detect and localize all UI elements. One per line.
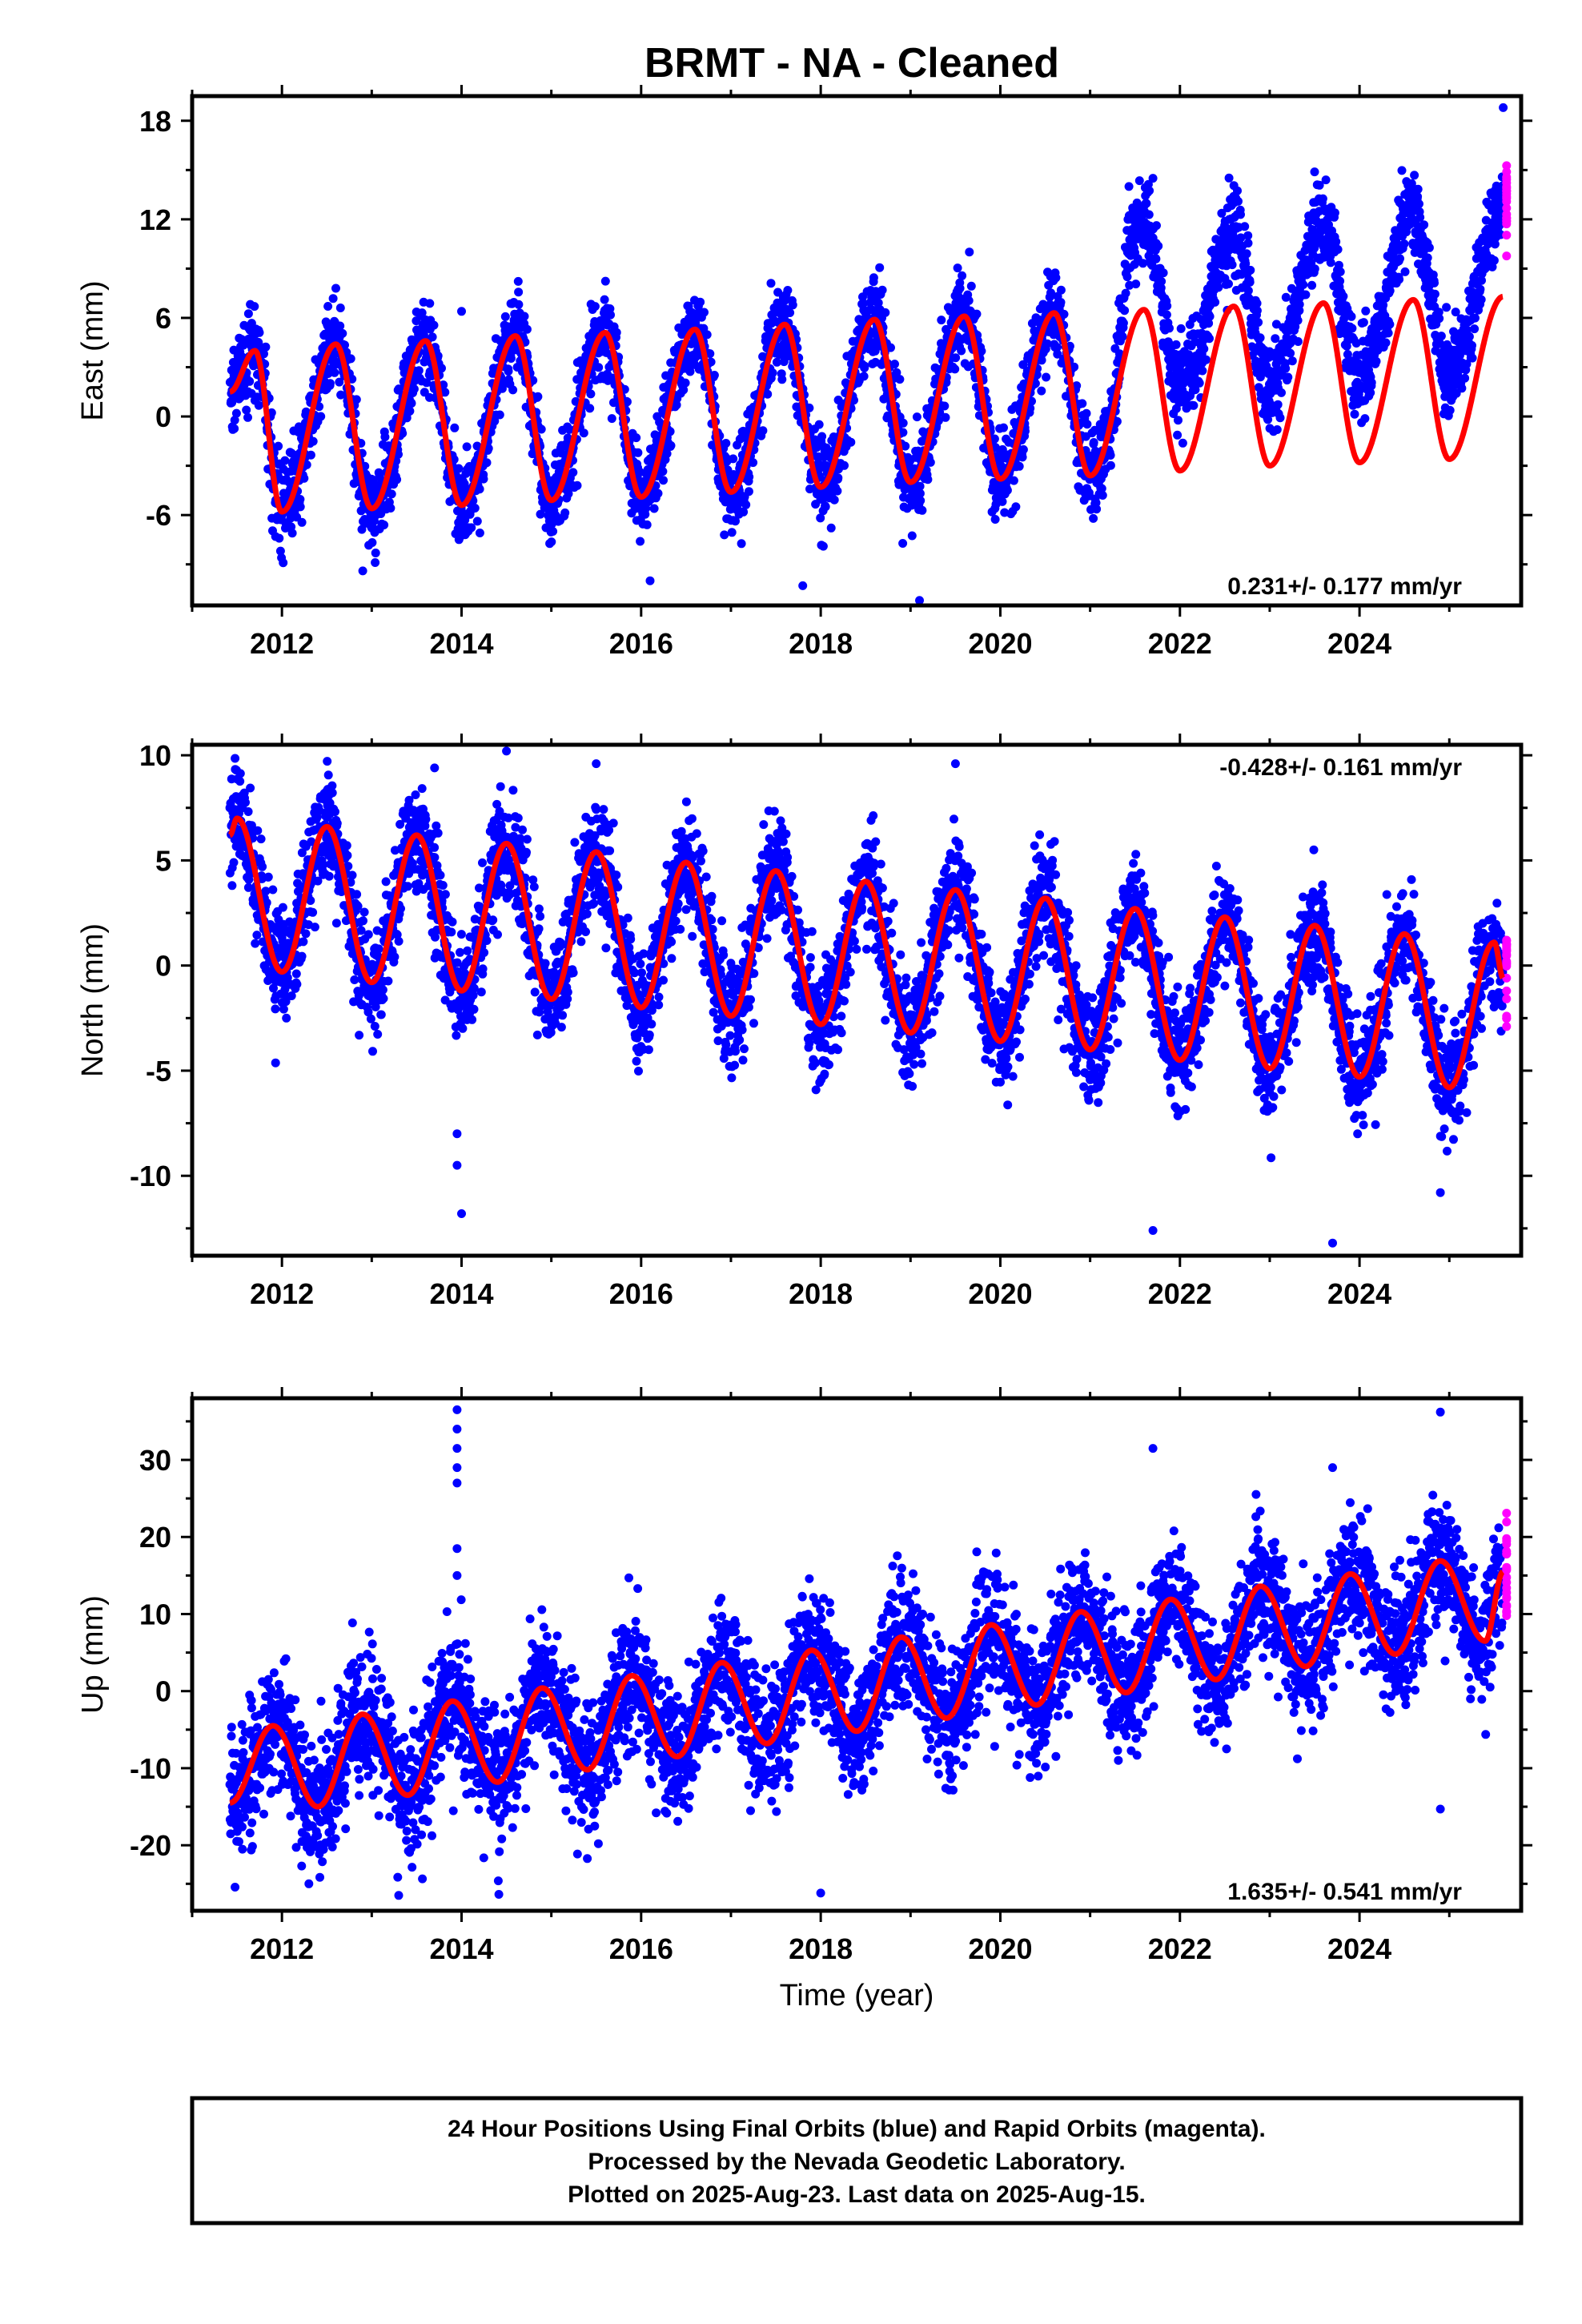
footer-box: 24 Hour Positions Using Final Orbits (bl… xyxy=(190,2096,1524,2225)
figure-title: BRMT - NA - Cleaned xyxy=(644,40,1059,86)
north-rate-label: -0.428+/- 0.161 mm/yr xyxy=(1219,754,1462,781)
north-panel: 2012 2014 2016 2018 2020 2022 2024 10 5 0 -5 -10 Nor… xyxy=(76,734,1532,1310)
east-x-tick-label-2016: 2016 xyxy=(609,627,673,660)
north-x-tick-label-2020: 2020 xyxy=(968,1277,1032,1310)
east-x-tick-label-2018: 2018 xyxy=(789,627,853,660)
rapid-point xyxy=(1502,1518,1512,1526)
rapid-point xyxy=(1502,251,1512,261)
up-y-axis-label: Up (mm) xyxy=(76,1595,110,1714)
up-x-tick-label-2014: 2014 xyxy=(429,1932,493,1965)
east-panel: 2012 2014 2016 2018 2020 2022 2024 18 12 6 0 -6 East… xyxy=(76,85,1532,660)
east-y-axis-label: East (mm) xyxy=(76,280,110,420)
rapid-point xyxy=(1502,1011,1512,1021)
north-model-curve xyxy=(227,815,1505,1091)
up-x-tick-label-2016: 2016 xyxy=(609,1932,673,1965)
east-frame xyxy=(190,94,1524,608)
east-final-dots xyxy=(225,103,1508,605)
up-y-tick-label-30: 30 xyxy=(139,1444,171,1477)
up-frame xyxy=(190,1396,1524,1913)
north-y-tick-label--5: -5 xyxy=(146,1055,171,1088)
east-y-tick-label-0: 0 xyxy=(155,400,171,433)
rapid-point xyxy=(1502,958,1512,967)
up-rate-label: 1.635+/- 0.541 mm/yr xyxy=(1227,1879,1462,1905)
up-y-tick-label--10: -10 xyxy=(130,1752,171,1785)
up-x-tick-label-2012: 2012 xyxy=(250,1932,314,1965)
rapid-point xyxy=(1502,986,1512,995)
rapid-point xyxy=(1502,1593,1512,1602)
east-x-tick-label-2022: 2022 xyxy=(1148,627,1212,660)
east-y-tick-label--6: -6 xyxy=(146,499,171,532)
rapid-point xyxy=(1502,203,1512,213)
north-rapid-points xyxy=(1502,935,1512,1031)
north-x-tick-label-2018: 2018 xyxy=(789,1277,853,1310)
rapid-point xyxy=(1502,1539,1512,1549)
north-y-tick-label-10: 10 xyxy=(139,739,171,772)
footer-line-3: Plotted on 2025-Aug-23. Last data on 202… xyxy=(568,2181,1146,2208)
rapid-point xyxy=(1502,187,1512,196)
up-x-tick-label-2024: 2024 xyxy=(1327,1932,1391,1965)
east-x-tick-label-2024: 2024 xyxy=(1327,627,1391,660)
north-x-tick-label-2012: 2012 xyxy=(250,1277,314,1310)
east-y-tick-label-12: 12 xyxy=(139,203,171,236)
rapid-point xyxy=(1502,1564,1512,1574)
up-model-curve xyxy=(227,1558,1505,1810)
rapid-point xyxy=(1502,1550,1512,1559)
rapid-point xyxy=(1502,994,1512,1003)
footer-line-1: 24 Hour Positions Using Final Orbits (bl… xyxy=(448,2116,1266,2142)
north-y-tick-label--10: -10 xyxy=(130,1160,171,1192)
east-final-points xyxy=(225,103,1508,605)
up-panel: 2012 2014 2016 2018 2020 2022 2024 30 20 10 0 -10 -2… xyxy=(76,1387,1532,2012)
up-rapid-points xyxy=(1502,1509,1512,1620)
rapid-point xyxy=(1502,167,1512,177)
north-x-tick-label-2016: 2016 xyxy=(609,1277,673,1310)
rapid-point xyxy=(1502,1606,1512,1616)
up-x-tick-label-2022: 2022 xyxy=(1148,1932,1212,1965)
north-final-points xyxy=(225,746,1508,1248)
east-x-tick-label-2014: 2014 xyxy=(429,627,493,660)
rapid-point xyxy=(1502,161,1512,171)
north-x-tick-label-2022: 2022 xyxy=(1148,1277,1212,1310)
rapid-point xyxy=(1502,231,1512,240)
north-final-dots xyxy=(225,746,1508,1248)
rapid-point xyxy=(1502,175,1512,184)
east-y-tick-label-18: 18 xyxy=(139,105,171,138)
north-x-tick-label-2024: 2024 xyxy=(1327,1277,1391,1310)
footer-frame xyxy=(190,2096,1524,2225)
north-y-tick-label-5: 5 xyxy=(155,844,171,877)
up-x-axis-label: Time (year) xyxy=(780,1979,934,2012)
up-y-tick-label-20: 20 xyxy=(139,1521,171,1554)
rapid-point xyxy=(1502,1509,1512,1518)
east-y-tick-label-6: 6 xyxy=(155,302,171,335)
up-x-tick-label-2020: 2020 xyxy=(968,1932,1032,1965)
up-x-tick-label-2018: 2018 xyxy=(789,1932,853,1965)
rapid-point xyxy=(1502,1022,1512,1031)
up-y-tick-label-10: 10 xyxy=(139,1598,171,1630)
east-model-curve xyxy=(227,293,1505,515)
east-rapid-points xyxy=(1502,161,1512,261)
up-y-tick-label-0: 0 xyxy=(155,1675,171,1708)
east-rate-label: 0.231+/- 0.177 mm/yr xyxy=(1227,573,1462,600)
rapid-point xyxy=(1502,951,1512,960)
footer-line-2: Processed by the Nevada Geodetic Laborat… xyxy=(588,2149,1125,2175)
rapid-point xyxy=(1502,936,1512,946)
east-x-tick-label-2012: 2012 xyxy=(250,627,314,660)
north-frame xyxy=(190,742,1524,1258)
north-x-tick-label-2014: 2014 xyxy=(429,1277,493,1310)
north-y-axis-label: North (mm) xyxy=(76,923,110,1077)
east-x-tick-label-2020: 2020 xyxy=(968,627,1032,660)
up-y-tick-label--20: -20 xyxy=(130,1829,171,1862)
rapid-point xyxy=(1502,210,1512,219)
north-y-tick-label-0: 0 xyxy=(155,950,171,983)
